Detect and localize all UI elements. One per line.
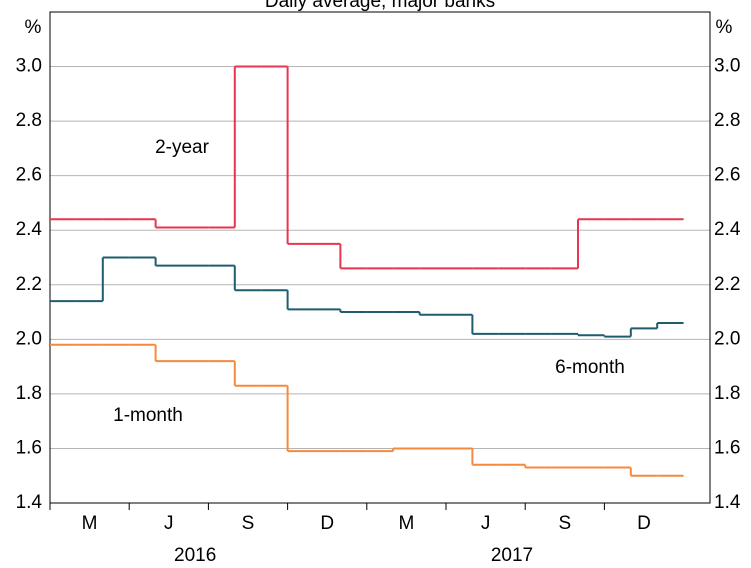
x-year-label: 2016 bbox=[174, 545, 216, 566]
y-tick-label-right: 1.6 bbox=[714, 437, 740, 458]
plot-frame bbox=[49, 11, 711, 504]
y-tick-label: 3.0 bbox=[16, 56, 42, 77]
y-tick-label-right: 2.2 bbox=[714, 274, 740, 295]
chart-title: Daily average, major banks bbox=[265, 0, 495, 12]
y-tick-label: 2.0 bbox=[16, 328, 42, 349]
x-tick-label: S bbox=[558, 513, 571, 534]
y-tick-label-right: 3.0 bbox=[714, 56, 740, 77]
y-tick-label-right: 2.0 bbox=[714, 328, 740, 349]
y-unit-right: % bbox=[716, 17, 733, 38]
y-tick-label-right: 2.8 bbox=[714, 110, 740, 131]
series-label: 6-month bbox=[555, 357, 625, 378]
y-tick-label-right: 2.6 bbox=[714, 165, 740, 186]
x-tick-label: J bbox=[164, 513, 174, 534]
x-year-label: 2017 bbox=[491, 545, 533, 566]
y-tick-label: 2.8 bbox=[16, 110, 42, 131]
y-tick-label: 2.2 bbox=[16, 274, 42, 295]
y-tick-label: 1.6 bbox=[16, 437, 42, 458]
y-tick-label-right: 1.8 bbox=[714, 383, 740, 404]
y-tick-label-right: 2.4 bbox=[714, 219, 741, 240]
x-tick-label: D bbox=[637, 513, 651, 534]
y-tick-label: 2.6 bbox=[16, 165, 42, 186]
y-tick-label-right: 1.4 bbox=[714, 492, 741, 513]
x-tick-label: M bbox=[82, 513, 98, 534]
y-tick-label: 1.8 bbox=[16, 383, 42, 404]
series-label: 2-year bbox=[155, 137, 210, 158]
x-tick-label: S bbox=[242, 513, 255, 534]
x-tick-label: D bbox=[320, 513, 334, 534]
x-tick-label: M bbox=[398, 513, 414, 534]
y-tick-label: 1.4 bbox=[16, 492, 43, 513]
y-tick-label: 2.4 bbox=[16, 219, 43, 240]
y-unit-left: % bbox=[25, 17, 42, 38]
x-tick-label: J bbox=[481, 513, 491, 534]
series-label: 1-month bbox=[113, 405, 183, 426]
